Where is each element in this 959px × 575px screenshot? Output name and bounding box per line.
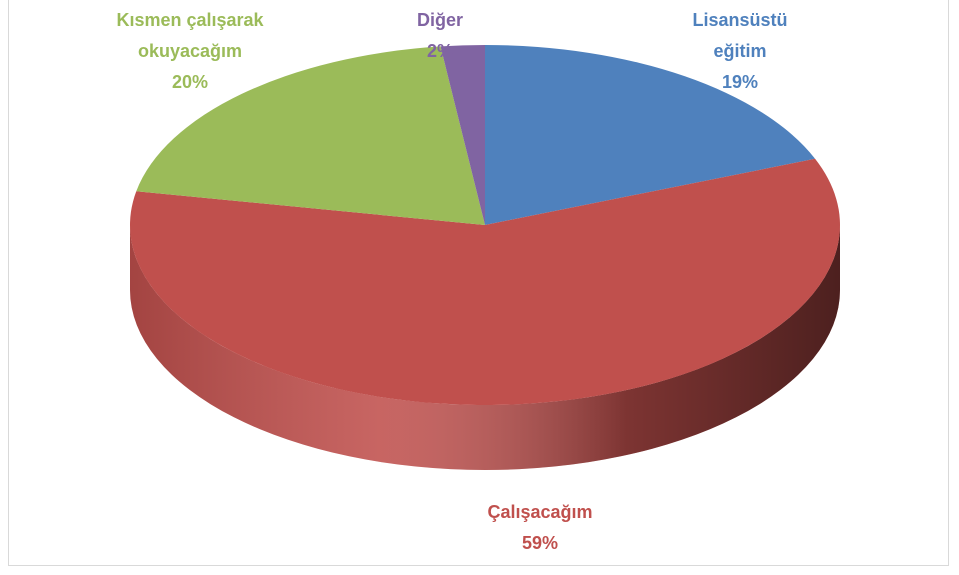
- pie-slice: [440, 45, 485, 225]
- value-label: 59%: [521, 533, 559, 553]
- chart-frame: [8, 0, 949, 566]
- data-label: Lisansüstü eğitim 19%: [665, 5, 815, 98]
- category-label: Diğer: [416, 10, 463, 30]
- data-label: Diğer 2%: [400, 5, 480, 67]
- category-label: Kısmen çalışarak okuyacağım: [116, 10, 264, 61]
- category-label: Çalışacağım: [487, 502, 593, 522]
- value-label: 19%: [721, 72, 759, 92]
- pie-slice: [136, 46, 485, 225]
- category-label: Lisansüstü eğitim: [692, 10, 788, 61]
- value-label: 20%: [171, 72, 209, 92]
- pie-slice: [485, 45, 816, 225]
- data-label: Çalışacağım 59%: [440, 497, 640, 559]
- value-label: 2%: [426, 41, 453, 61]
- pie-slice: [129, 158, 840, 405]
- data-label: Kısmen çalışarak okuyacağım 20%: [110, 5, 270, 98]
- slice-side-shade: [130, 225, 840, 470]
